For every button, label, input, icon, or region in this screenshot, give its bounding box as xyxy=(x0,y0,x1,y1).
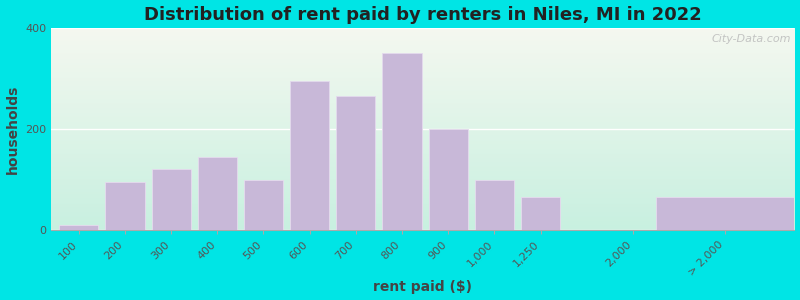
Bar xyxy=(336,96,375,230)
Bar xyxy=(429,129,468,230)
Bar xyxy=(198,157,237,230)
Bar xyxy=(290,81,330,230)
Bar xyxy=(521,197,560,230)
Bar xyxy=(474,180,514,230)
Bar xyxy=(429,129,468,230)
Bar xyxy=(198,157,237,230)
X-axis label: rent paid ($): rent paid ($) xyxy=(374,280,472,294)
Bar xyxy=(151,169,190,230)
Bar xyxy=(106,182,145,230)
Bar xyxy=(59,225,98,230)
Y-axis label: households: households xyxy=(6,84,19,174)
Bar xyxy=(336,96,375,230)
Bar xyxy=(382,53,422,230)
Bar xyxy=(59,225,98,230)
Bar xyxy=(244,180,283,230)
Bar xyxy=(290,81,330,230)
Text: City-Data.com: City-Data.com xyxy=(711,34,790,44)
Bar xyxy=(382,53,422,230)
Bar xyxy=(521,197,560,230)
Title: Distribution of rent paid by renters in Niles, MI in 2022: Distribution of rent paid by renters in … xyxy=(144,6,702,24)
Bar xyxy=(244,180,283,230)
Bar xyxy=(106,182,145,230)
Bar xyxy=(474,180,514,230)
Bar xyxy=(656,197,794,230)
Bar xyxy=(151,169,190,230)
Bar xyxy=(656,197,794,230)
